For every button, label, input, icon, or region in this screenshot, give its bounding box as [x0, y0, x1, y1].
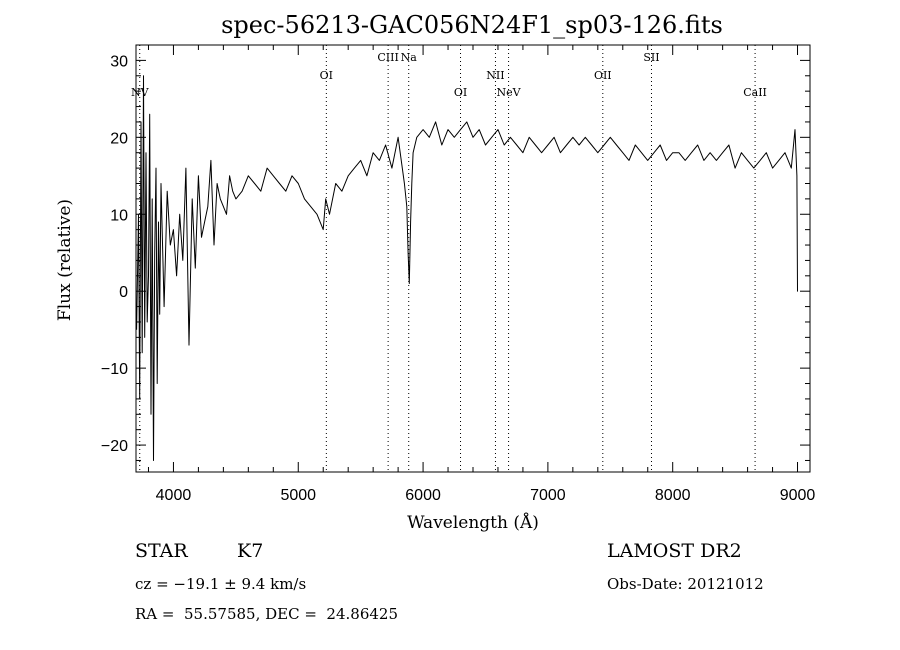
y-tick-label: −20	[101, 438, 128, 455]
x-tick-label: 7000	[530, 487, 566, 504]
object-class: STAR	[135, 540, 188, 562]
chart-title: spec-56213-GAC056N24F1_sp03-126.fits	[221, 11, 723, 39]
emission-line-label: OI	[454, 86, 467, 99]
emission-line-label: OI	[320, 69, 333, 82]
x-tick-label: 6000	[405, 487, 441, 504]
object-subclass: K7	[237, 540, 264, 562]
emission-line-label: NeV	[497, 86, 522, 99]
redshift-value: cz = −19.1 ± 9.4 km/s	[135, 575, 307, 593]
y-tick-label: 10	[110, 207, 128, 224]
x-tick-label: 4000	[156, 487, 192, 504]
emission-line-label: OII	[594, 69, 612, 82]
emission-line-label: NV	[131, 86, 150, 99]
x-axis-title: Wavelength (Å)	[407, 512, 539, 533]
x-tick-label: 5000	[280, 487, 316, 504]
emission-line-markers	[139, 45, 756, 472]
y-axis-title: Flux (relative)	[55, 199, 75, 321]
spectrum-line	[136, 75, 798, 461]
y-tick-label: 20	[110, 130, 128, 147]
sky-coordinates: RA = 55.57585, DEC = 24.86425	[135, 605, 399, 623]
observation-date: Obs-Date: 20121012	[607, 575, 764, 593]
x-tick-label: 9000	[780, 487, 816, 504]
plot-frame	[135, 44, 811, 473]
axis-ticks: 4000 5000 6000 7000 8000 9000 −20 −10 0 10 20 30	[101, 44, 816, 504]
y-tick-label: 0	[119, 284, 128, 301]
emission-line-label: CaII	[743, 86, 767, 99]
emission-line-label: NII	[486, 69, 504, 82]
survey-name: LAMOST DR2	[607, 540, 742, 562]
y-tick-label: −10	[101, 361, 128, 378]
y-tick-label: 30	[110, 53, 128, 70]
x-tick-label: 8000	[655, 487, 691, 504]
